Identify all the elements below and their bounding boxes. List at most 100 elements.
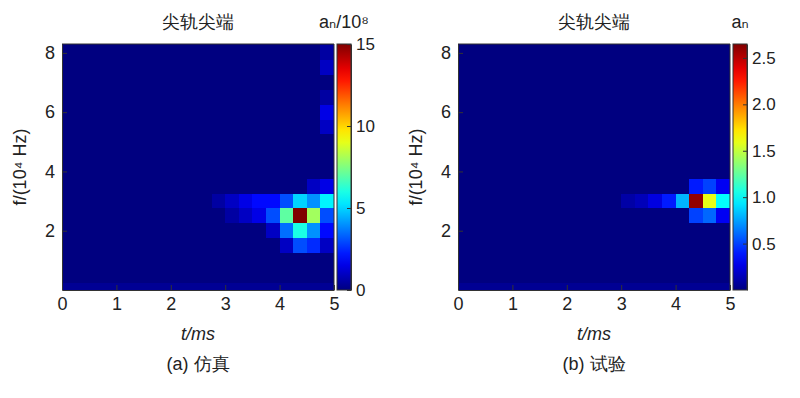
cell [608, 283, 622, 290]
tick-label: 1 [508, 294, 518, 314]
cell [458, 120, 472, 135]
cell [689, 149, 703, 164]
cell [184, 164, 198, 179]
cell [662, 90, 676, 105]
tick-mark [347, 126, 351, 127]
cell [689, 164, 703, 179]
cell [526, 120, 540, 135]
cell [293, 75, 307, 90]
title: 尖轨尖端 [162, 12, 234, 32]
cell [553, 60, 567, 75]
cell [252, 253, 266, 268]
cell [662, 268, 676, 283]
cell [116, 60, 130, 75]
cell [540, 223, 554, 238]
cell [689, 238, 703, 253]
cell [526, 253, 540, 268]
cell [157, 194, 171, 209]
cell [293, 45, 307, 60]
cell [62, 149, 76, 164]
tick-label: 2 [166, 294, 176, 314]
cell [608, 134, 622, 149]
cell [62, 75, 76, 90]
cell [621, 60, 635, 75]
cell [130, 223, 144, 238]
cell [144, 134, 158, 149]
cell [130, 60, 144, 75]
cell [499, 60, 513, 75]
cell [293, 253, 307, 268]
cell [307, 253, 321, 268]
tick-label: 0.5 [752, 235, 776, 254]
cell [89, 134, 103, 149]
cell [621, 75, 635, 90]
cell [472, 238, 486, 253]
x-axis: 012345 [57, 285, 339, 314]
cell [198, 194, 212, 209]
tick: 8 [45, 43, 67, 63]
cell [225, 60, 239, 75]
cell [157, 268, 171, 283]
frame [334, 44, 335, 290]
x-axis-title: t/ms [181, 324, 215, 344]
cell [76, 268, 90, 283]
cell [512, 223, 526, 238]
cell [307, 223, 321, 238]
cell [580, 120, 594, 135]
cell [635, 120, 649, 135]
plot-background [62, 44, 334, 290]
cell [212, 105, 226, 120]
cell [307, 75, 321, 90]
cell [608, 194, 622, 209]
cell [512, 60, 526, 75]
cell [293, 179, 307, 194]
cell [716, 238, 730, 253]
cell [320, 60, 334, 75]
cell [266, 223, 280, 238]
cell [648, 179, 662, 194]
cell [280, 120, 294, 135]
cell [580, 223, 594, 238]
panel: 0123452468051015aₙ/10⁸尖轨尖端t/msf/(10⁴ Hz)… [10, 12, 375, 374]
tick: 15 [347, 35, 375, 54]
tick-mark [458, 171, 463, 172]
cell [171, 253, 185, 268]
tick-mark [116, 285, 117, 290]
caption: (a) 仿真 [167, 354, 230, 374]
tick: 3 [617, 285, 627, 314]
cell [307, 45, 321, 60]
cell [485, 223, 499, 238]
cell [198, 268, 212, 283]
cell [307, 208, 321, 223]
tick-mark [62, 171, 67, 172]
cell [212, 75, 226, 90]
cell [608, 179, 622, 194]
cell [676, 179, 690, 194]
cell [144, 238, 158, 253]
cell [608, 60, 622, 75]
cell [89, 75, 103, 90]
cell [716, 194, 730, 209]
cell [567, 179, 581, 194]
cell [252, 283, 266, 290]
cell [144, 60, 158, 75]
cell [198, 75, 212, 90]
cell [293, 268, 307, 283]
cell [266, 90, 280, 105]
cell [512, 194, 526, 209]
cell [212, 238, 226, 253]
cell [621, 90, 635, 105]
cell [212, 149, 226, 164]
cell [553, 223, 567, 238]
cell [703, 105, 717, 120]
cell [225, 149, 239, 164]
cell [239, 283, 253, 290]
cell [225, 268, 239, 283]
cell [62, 120, 76, 135]
cell [293, 283, 307, 290]
cell [526, 149, 540, 164]
cell [676, 253, 690, 268]
frame [62, 44, 334, 45]
cell [485, 283, 499, 290]
tick: 2 [45, 221, 67, 241]
